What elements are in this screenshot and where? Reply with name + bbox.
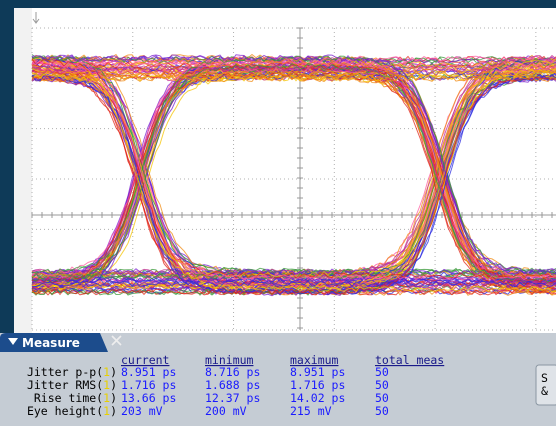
measure-value: 14.02 ps	[290, 391, 345, 405]
label-suffix: )	[110, 378, 117, 392]
channel-number: 1	[103, 404, 110, 418]
row-label: Eye height(1)	[27, 404, 117, 418]
label-suffix: )	[110, 391, 117, 405]
measure-value: 1.716 ps	[121, 378, 176, 392]
measure-value: 8.951 ps	[290, 365, 345, 379]
label-suffix: )	[110, 404, 117, 418]
label-suffix: )	[110, 365, 117, 379]
measure-value: 50	[375, 391, 389, 405]
measure-value: 200 mV	[205, 404, 247, 418]
channel-number: 1	[103, 365, 110, 379]
label-prefix: Jitter RMS(	[27, 378, 103, 392]
side-button-label: &	[541, 384, 548, 398]
row-label: Jitter RMS(1)	[27, 378, 117, 392]
label-prefix: Jitter p-p(	[27, 365, 103, 379]
measure-value: 215 mV	[290, 404, 332, 418]
measure-value: 50	[375, 365, 389, 379]
label-prefix: Rise time(	[34, 391, 103, 405]
measure-value: 12.37 ps	[205, 391, 260, 405]
measure-value: 50	[375, 378, 389, 392]
measure-value: 203 mV	[121, 404, 163, 418]
row-label: Rise time(1)	[34, 391, 117, 405]
row-label: Jitter p-p(1)	[27, 365, 117, 379]
measure-value: 1.716 ps	[290, 378, 345, 392]
channel-number: 1	[103, 378, 110, 392]
side-button-label: S	[541, 371, 548, 385]
channel-number: 1	[103, 391, 110, 405]
label-prefix: Eye height(	[27, 404, 103, 418]
measure-value: 50	[375, 404, 389, 418]
measure-value: 1.688 ps	[205, 378, 260, 392]
measure-value: 8.716 ps	[205, 365, 260, 379]
measure-value: 13.66 ps	[121, 391, 176, 405]
panel-title: Measure	[22, 336, 80, 350]
scope-screen: Measure currentminimummaximumtotal measJ…	[0, 0, 556, 426]
measure-value: 8.951 ps	[121, 365, 176, 379]
